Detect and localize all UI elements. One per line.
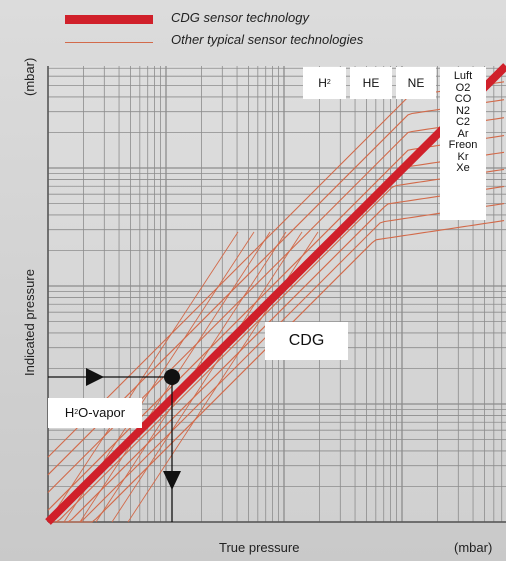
x-axis-unit: (mbar) <box>454 540 493 555</box>
gas-label-n2: N2 <box>455 104 471 117</box>
gas-label-c2: C2 <box>455 116 471 129</box>
reading-point <box>164 369 180 385</box>
right-arrow-icon <box>86 368 104 386</box>
legend-other-swatch <box>65 42 153 43</box>
down-arrow-icon <box>163 471 181 490</box>
legend-cdg-label: CDG sensor technology <box>171 10 310 25</box>
legend-other-label: Other typical sensor technologies <box>171 32 364 47</box>
reading-marker-group <box>48 368 181 522</box>
gas-label-he: HE <box>350 67 392 99</box>
cdg-label: CDG <box>265 322 348 360</box>
gas-label-ar: Ar <box>457 127 469 140</box>
h2o-sub: 2 <box>74 409 79 417</box>
gas-label-o2: O2 <box>455 81 471 94</box>
sensor-curve-freon <box>48 185 505 523</box>
gas-label-co: CO <box>454 93 472 106</box>
cdg-line-group <box>45 63 506 525</box>
h2o-suffix: O-vapor <box>78 405 126 421</box>
legend-cdg-swatch <box>65 15 153 24</box>
gas-label-freon: Freon <box>448 139 478 152</box>
gas-h2-text: H <box>318 75 327 90</box>
gas-label-kr: Kr <box>457 150 469 163</box>
cdg-line <box>45 63 506 525</box>
chart-legend: CDG sensor technology Other typical sens… <box>0 0 506 60</box>
gas-label-ne: NE <box>396 67 436 99</box>
h2o-vapor-label: H 2 O-vapor <box>48 398 142 428</box>
gas-label-luft: Luft <box>453 70 473 82</box>
y-axis-label: Indicated pressure <box>22 269 37 376</box>
h2o-prefix: H <box>64 405 75 421</box>
gas-h2-sub: 2 <box>326 79 331 87</box>
gas-label-stack: Luft O2 CO N2 C2 Ar Freon Kr Xe <box>440 67 486 220</box>
x-axis-label: True pressure <box>219 540 300 555</box>
sensor-curve-steep <box>111 231 303 523</box>
y-axis-unit: (mbar) <box>22 57 37 96</box>
gas-label-xe: Xe <box>456 162 470 175</box>
